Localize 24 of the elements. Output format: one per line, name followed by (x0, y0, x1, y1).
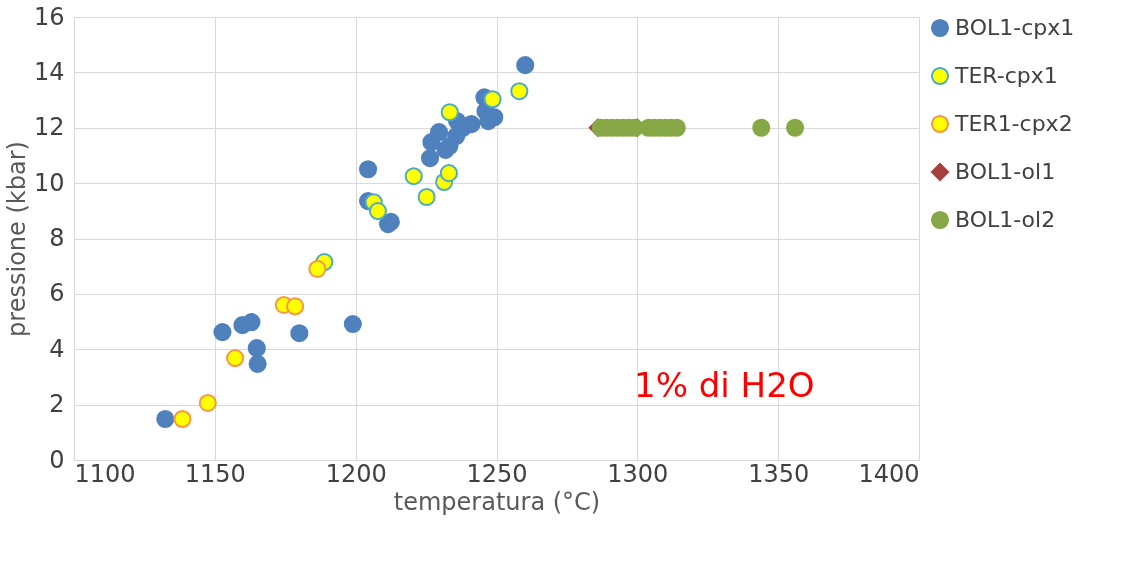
y-axis-title: pressione (kbar) (2, 141, 31, 337)
legend-label: BOL1-ol2 (955, 207, 1056, 232)
legend-label: BOL1-ol1 (955, 159, 1056, 184)
x-tick-label: 1200 (325, 459, 387, 488)
legend-label: BOL1-cpx1 (955, 15, 1075, 40)
x-tick-label: 1400 (858, 459, 920, 488)
y-tick-label: 14 (33, 57, 65, 86)
y-tick-label: 4 (49, 334, 65, 363)
y-tick-label: 8 (49, 224, 65, 252)
x-tick-label: 1300 (607, 459, 669, 488)
legend-label: TER1-cpx2 (954, 111, 1073, 136)
y-tick-label: 10 (33, 168, 65, 197)
y-tick-label: 6 (49, 279, 65, 308)
y-tick-label: 16 (33, 2, 65, 31)
y-tick-label: 12 (33, 113, 65, 142)
y-tick-label: 0 (49, 445, 65, 474)
legend-label: TER-cpx1 (954, 63, 1058, 88)
annotation: 1% di H2O (634, 365, 815, 405)
x-tick-label: 1100 (74, 459, 136, 488)
x-tick-label: 1250 (466, 459, 528, 488)
x-tick-label: 1350 (748, 459, 810, 488)
x-tick-label: 1150 (184, 459, 246, 488)
x-axis-title: temperatura (°C) (393, 487, 601, 516)
y-tick-label: 2 (49, 390, 65, 419)
